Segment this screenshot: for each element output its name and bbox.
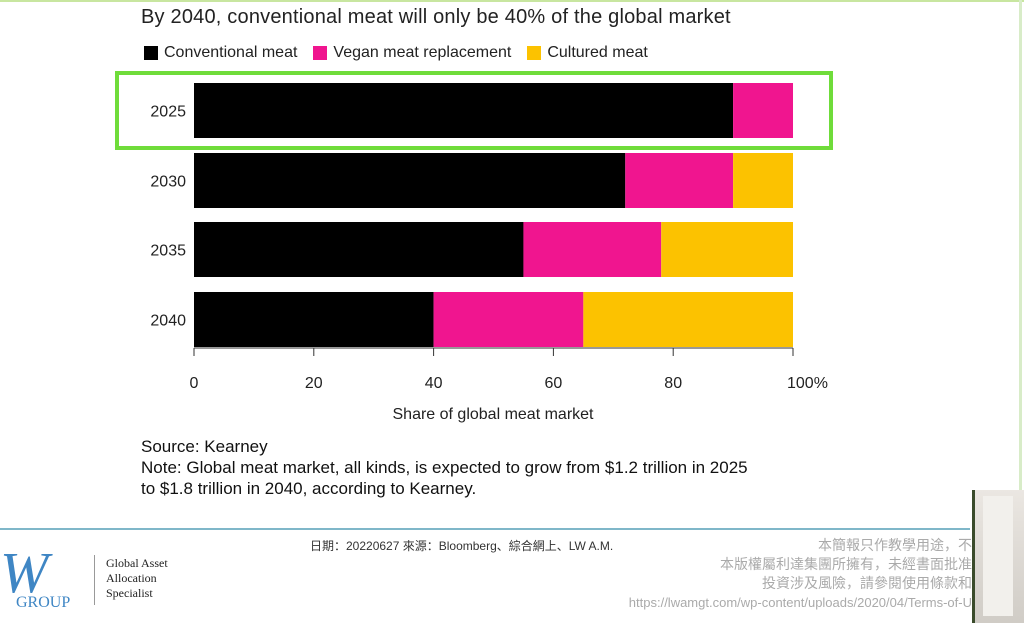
bar-2040-vegan-meat-replacement [433,292,584,347]
x-axis-title: Share of global meat market [393,406,595,423]
category-label-2040: 2040 [150,313,186,330]
bar-2040-conventional-meat [194,292,434,347]
legend-item-conventional: Conventional meat [144,44,297,62]
x-tick-label-0: 0 [190,375,199,392]
disclaimer-line-1: 本簡報只作教學用途，不 [818,537,972,553]
category-label-2025: 2025 [150,104,186,121]
logo-tagline-line-2: Allocation [106,571,157,585]
legend-label-conventional: Conventional meat [164,44,298,61]
x-tick-label-4: 80 [664,375,682,392]
bar-2035-vegan-meat-replacement [523,222,662,277]
category-label-2035: 2035 [150,243,186,260]
x-tick-label-3: 60 [545,375,563,392]
x-tick-label-1: 20 [305,375,323,392]
bar-2035-cultured-meat [661,222,793,277]
bar-2030-vegan-meat-replacement [625,153,734,208]
legend-label-vegan: Vegan meat replacement [333,44,512,61]
logo-mark: W [0,540,49,605]
legend-item-cultured: Cultured meat [527,44,648,62]
legend-label-cultured: Cultured meat [547,44,648,61]
x-tick-label-2: 40 [425,375,443,392]
highlight-box-2025 [115,71,833,150]
logo-group-text: GROUP [16,594,71,611]
note-text-line-1: Note: Global meat market, all kinds, is … [141,458,748,477]
chart-legend: Conventional meat Vegan meat replacement… [144,42,648,64]
disclaimer: 本簡報只作教學用途，不 本版權屬利達集團所擁有，未經書面批准 投資涉及風險，請參… [629,536,972,612]
disclaimer-url: https://lwamgt.com/wp-content/uploads/20… [628,595,972,610]
logo-tagline-line-1: Global Asset [106,556,168,570]
bar-2030-conventional-meat [194,153,626,208]
chart-title: By 2040, conventional meat will only be … [141,6,731,28]
legend-swatch-cultured [527,46,542,60]
bar-2025-conventional-meat [194,83,734,138]
disclaimer-line-3: 投資涉及風險，請參閱使用條款和 [762,575,972,591]
logo-tagline-line-3: Specialist [106,586,153,600]
category-label-2030: 2030 [150,174,186,191]
right-border-line [1019,0,1022,490]
video-thumbnail [972,490,1024,623]
company-logo: W GROUP [0,544,90,616]
legend-swatch-vegan [313,46,328,60]
date-source-text: 日期：20220627 來源：Bloomberg、綜合網上、LW A.M. [310,539,614,553]
footer-divider [0,528,970,530]
x-tick-label-5: 100% [787,375,828,392]
legend-item-vegan: Vegan meat replacement [313,44,511,62]
bar-2025-vegan-meat-replacement [733,83,793,138]
bar-2030-cultured-meat [733,153,793,208]
top-border-line [0,0,1024,2]
source-text: Source: Kearney [141,437,268,456]
legend-swatch-conventional [144,46,158,60]
logo-tagline: Global Asset Allocation Specialist [106,556,168,601]
chart-notes: Source: Kearney Note: Global meat market… [141,436,861,499]
bar-2040-cultured-meat [583,292,793,347]
disclaimer-line-2: 本版權屬利達集團所擁有，未經書面批准 [720,556,972,572]
note-text-line-2: to $1.8 trillion in 2040, according to K… [141,479,477,498]
logo-divider [94,555,95,605]
bar-2035-conventional-meat [194,222,524,277]
